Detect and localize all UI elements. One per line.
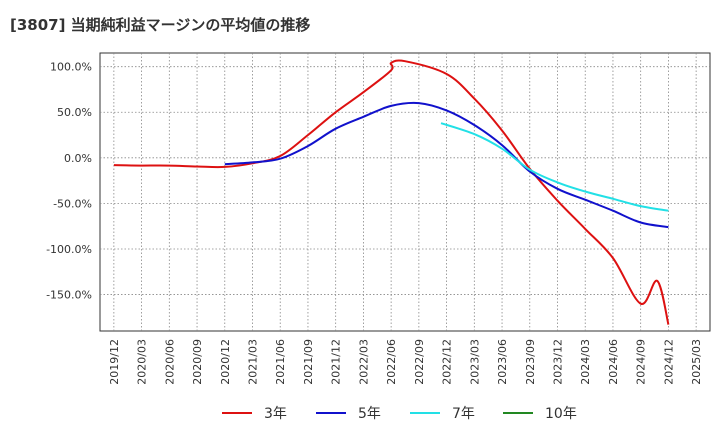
x-tick-label: 2020/06 (163, 339, 176, 385)
x-tick-label: 2021/03 (247, 339, 260, 385)
x-tick-label: 2020/12 (219, 339, 232, 385)
series-line-1 (113, 59, 670, 325)
x-tick-label: 2023/12 (552, 339, 565, 385)
y-tick-label: -50.0% (53, 197, 92, 210)
x-tick-label: 2021/12 (330, 339, 343, 385)
legend-label: 3年 (264, 406, 287, 422)
y-tick-label: -150.0% (46, 289, 92, 302)
series-line-2 (224, 101, 669, 229)
y-tick-label: -100.0% (46, 243, 92, 256)
chart-title: [3807] 当期純利益マージンの平均値の推移 (10, 16, 311, 34)
x-tick-label: 2020/03 (136, 339, 149, 385)
x-tick-label: 2023/09 (524, 339, 537, 385)
x-tick-label: 2021/09 (302, 339, 315, 385)
x-tick-label: 2022/09 (413, 339, 426, 385)
x-tick-label: 2023/03 (468, 339, 481, 385)
legend-label: 7年 (452, 406, 475, 422)
x-tick-label: 2019/12 (108, 339, 121, 385)
plot-area (99, 52, 711, 332)
legend-label: 10年 (545, 406, 577, 422)
x-tick-label: 2023/06 (496, 339, 509, 385)
x-tick-label: 2020/09 (191, 339, 204, 385)
series-line-3 (440, 122, 669, 212)
x-tick-label: 2022/06 (385, 339, 398, 385)
x-tick-label: 2024/03 (579, 339, 592, 385)
y-tick-label: 50.0% (57, 106, 92, 119)
x-tick-label: 2024/12 (662, 339, 675, 385)
x-tick-label: 2024/09 (635, 339, 648, 385)
x-tick-label: 2022/03 (357, 339, 370, 385)
y-tick-label: 0.0% (64, 152, 92, 165)
x-tick-label: 2022/12 (441, 339, 454, 385)
x-tick-label: 2024/06 (607, 339, 620, 385)
legend-label: 5年 (358, 406, 381, 422)
y-tick-label: 100.0% (50, 61, 92, 74)
x-tick-label: 2021/06 (274, 339, 287, 385)
x-tick-label: 2025/03 (690, 339, 703, 385)
